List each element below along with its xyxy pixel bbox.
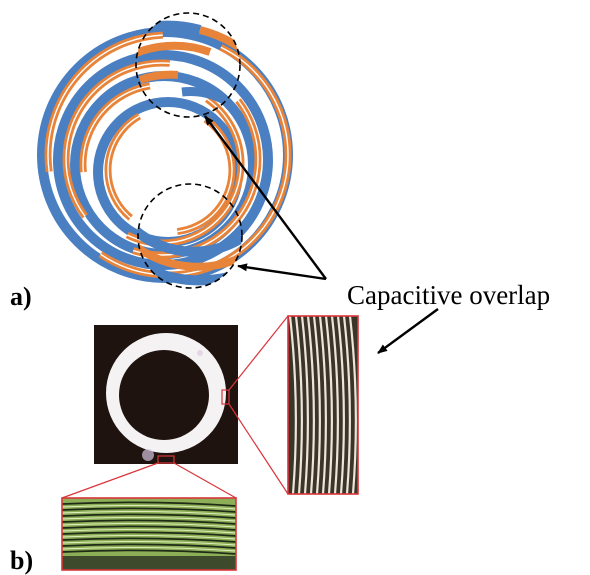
ring-inner — [119, 350, 209, 440]
top-overlap-dashed-circle — [135, 12, 241, 118]
capacitive-overlap-annotation: Capacitive overlap — [347, 280, 551, 310]
arrow-to-zoom-inset — [377, 308, 439, 354]
zoom-inset-bottom — [61, 497, 237, 571]
arrow-to-top-overlap — [204, 115, 327, 280]
zoom-marker-bottom — [157, 455, 175, 464]
panel-a-label: a) — [10, 282, 32, 311]
zoom-inset-right — [287, 315, 359, 495]
micrograph — [61, 315, 359, 571]
annotation-arrows — [204, 115, 439, 354]
spiral-schematic — [37, 12, 293, 289]
zoom-marker-right — [221, 389, 230, 405]
bottom-overlap-dashed-circle — [137, 183, 243, 289]
panel-b-label: b) — [10, 546, 34, 575]
arrow-to-bottom-overlap — [237, 263, 327, 281]
top-overlap-region — [136, 20, 240, 116]
